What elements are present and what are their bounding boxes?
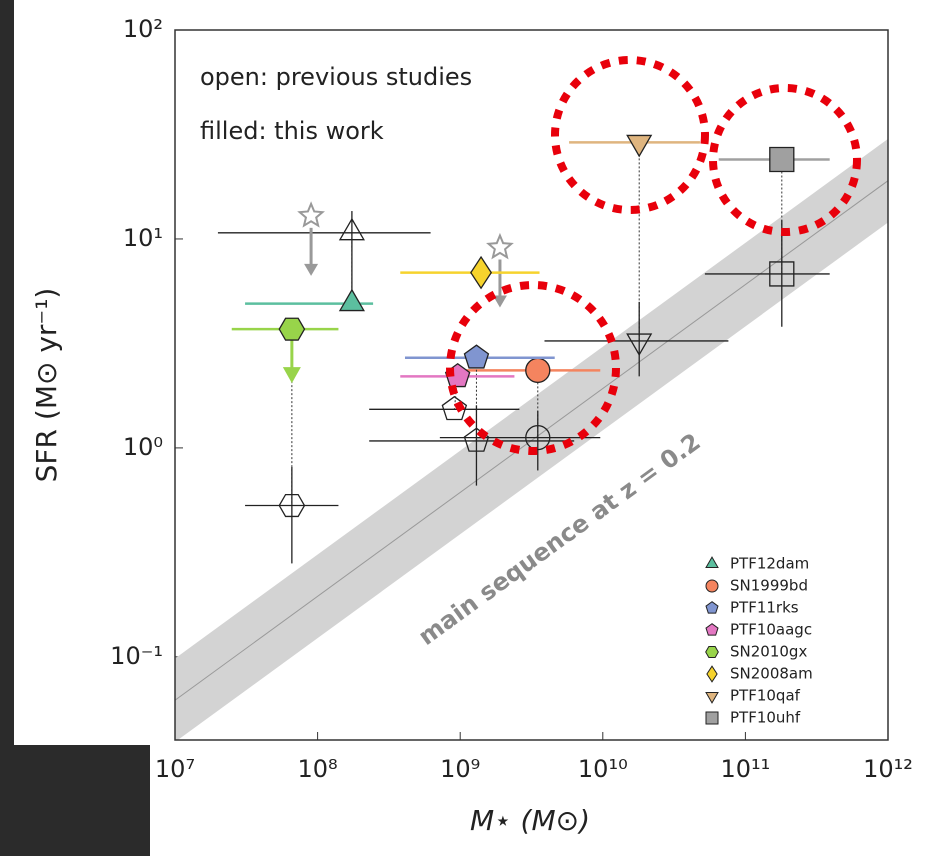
legend-label: SN1999bd <box>730 577 808 595</box>
legend-label: SN2010gx <box>730 643 807 661</box>
x-tick-label: 10⁷ <box>155 755 195 783</box>
legend-marker <box>706 647 719 658</box>
marker <box>770 148 794 172</box>
y-tick-label: 10¹ <box>123 224 163 252</box>
legend-label: PTF12dam <box>730 555 809 573</box>
backdrop <box>0 745 150 856</box>
legend-label: PTF10uhf <box>730 709 801 727</box>
legend-label: SN2008am <box>730 665 813 683</box>
legend-label: PTF10aagc <box>730 621 812 639</box>
panel <box>14 0 927 856</box>
legend-label: PTF10qaf <box>730 687 801 705</box>
x-tick-label: 10¹¹ <box>721 755 771 783</box>
legend-marker <box>706 712 718 724</box>
x-axis-label: M⋆ (M⊙) <box>470 804 590 837</box>
legend-label: PTF11rks <box>730 599 799 617</box>
y-axis-label: SFR (M⊙ yr⁻¹) <box>30 288 63 483</box>
y-tick-label: 10⁻¹ <box>110 642 163 670</box>
y-tick-label: 10⁰ <box>123 433 163 461</box>
y-tick-label: 10² <box>123 15 163 43</box>
marker <box>526 358 550 382</box>
x-tick-label: 10⁹ <box>440 755 480 783</box>
x-tick-label: 10¹⁰ <box>578 755 628 783</box>
x-tick-label: 10⁸ <box>298 755 338 783</box>
x-tick-label: 10¹² <box>863 755 913 783</box>
legend-marker <box>706 580 718 592</box>
chart: open: previous studies filled: this work… <box>0 0 927 856</box>
annotation: filled: this work <box>200 117 384 145</box>
annotation: open: previous studies <box>200 63 472 91</box>
marker <box>279 318 304 340</box>
